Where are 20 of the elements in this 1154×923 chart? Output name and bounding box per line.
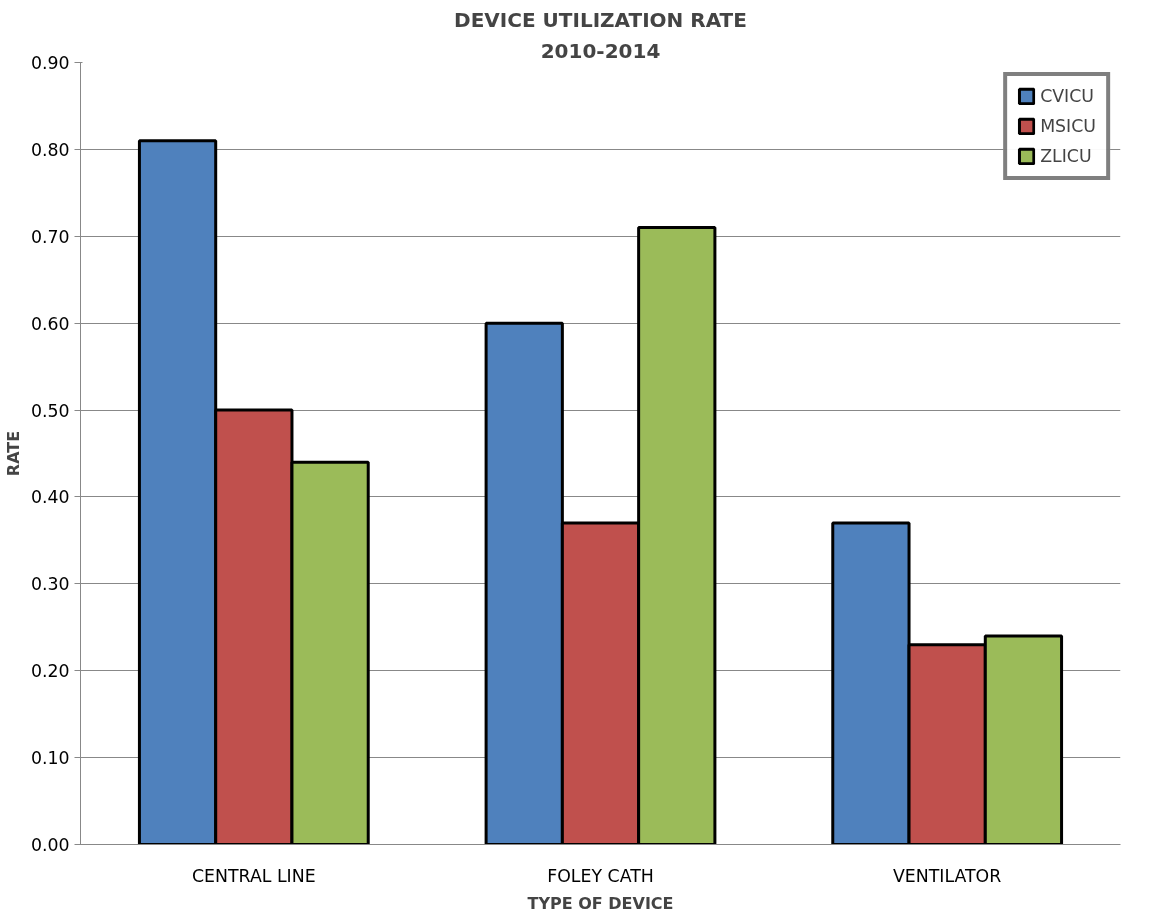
x-axis-title: TYPE OF DEVICE	[527, 893, 674, 913]
legend-label: ZLICU	[1040, 146, 1092, 166]
x-tick-label: CENTRAL LINE	[192, 865, 316, 886]
y-axis-title: RATE	[3, 430, 23, 477]
x-tick-label: VENTILATOR	[893, 865, 1002, 886]
y-tick-label: 0.40	[30, 487, 70, 508]
y-tick-label: 0.20	[30, 661, 70, 682]
legend-label: CVICU	[1040, 86, 1095, 106]
legend-label: MSICU	[1040, 116, 1096, 136]
y-tick-label: 0.00	[30, 835, 70, 855]
y-tick-label: 0.90	[30, 53, 70, 73]
y-tick-label: 0.80	[30, 139, 70, 160]
y-tick-label: 0.10	[30, 748, 70, 769]
x-tick-label: FOLEY CATH	[547, 865, 654, 886]
chart-subtitle: 2010-2014	[540, 38, 661, 63]
y-tick-label: 0.60	[30, 313, 70, 334]
y-tick-label: 0.50	[30, 400, 70, 421]
y-tick-label: 0.70	[30, 226, 70, 247]
chart-title: DEVICE UTILIZATION RATE	[454, 7, 747, 32]
y-tick-label: 0.30	[30, 574, 70, 595]
